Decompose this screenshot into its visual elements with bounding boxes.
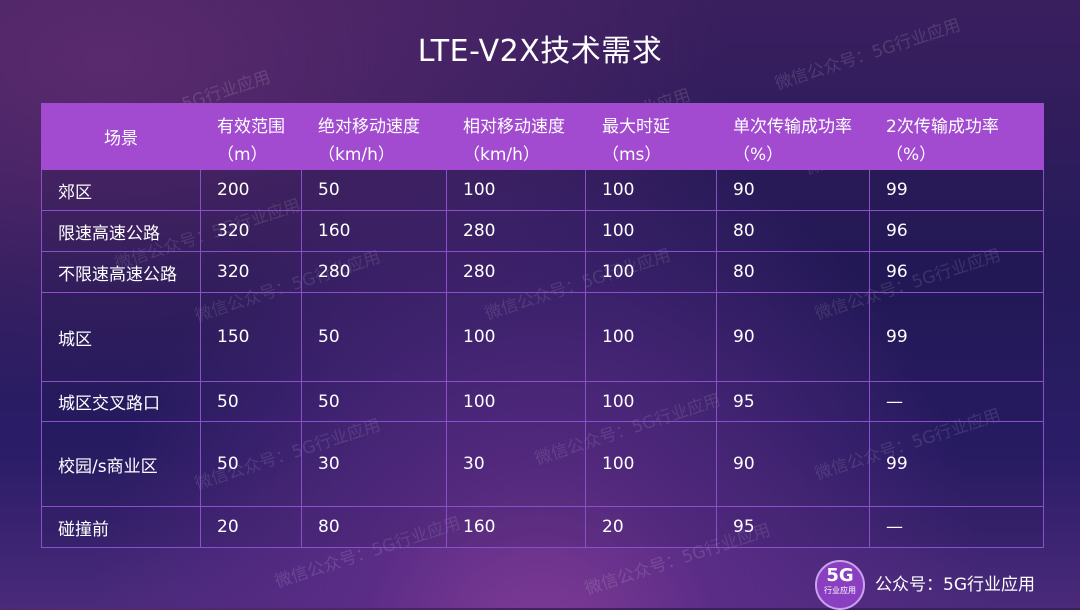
cell-scene: 城区: [41, 292, 201, 382]
cell-absolute-speed: 50: [301, 381, 447, 422]
page-title: LTE-V2X技术需求: [417, 34, 663, 69]
cell-single-success: 80: [716, 251, 870, 293]
cell-single-success: 95: [716, 506, 870, 548]
requirements-table: 场景 有效范围 （m） 绝对移动速度 （km/h） 相对移动速度 （km/h） 最大时…: [41, 103, 1044, 548]
cell-range: 320: [200, 210, 302, 252]
table-row: 城区 150 50 100 100 90 99: [41, 292, 1044, 382]
cell-scene: 城区交叉路口: [41, 381, 201, 422]
cell-scene: 限速高速公路: [41, 210, 201, 252]
header-unit: （km/h）: [463, 145, 540, 165]
cell-single-success: 90: [716, 169, 870, 211]
cell-range: 320: [200, 251, 302, 293]
cell-absolute-speed: 280: [301, 251, 447, 293]
cell-double-success: —: [869, 506, 1044, 548]
cell-double-success: 99: [869, 292, 1044, 382]
cell-single-success: 90: [716, 421, 870, 507]
account-label: 公众号：5G行业应用: [875, 575, 1035, 595]
cell-max-latency: 100: [585, 169, 717, 211]
header-unit: （%）: [733, 145, 784, 165]
header-max-latency: 最大时延 （ms）: [585, 103, 717, 170]
table-row: 不限速高速公路 320 280 280 100 80 96: [41, 251, 1044, 293]
cell-double-success: 99: [869, 421, 1044, 507]
cell-double-success: 99: [869, 169, 1044, 211]
header-double-success: 2次传输成功率 （%）: [869, 103, 1044, 170]
cell-double-success: 96: [869, 251, 1044, 293]
table-row: 限速高速公路 320 160 280 100 80 96: [41, 210, 1044, 252]
cell-double-success: 96: [869, 210, 1044, 252]
cell-absolute-speed: 50: [301, 169, 447, 211]
header-unit: （m）: [217, 145, 268, 165]
cell-single-success: 95: [716, 381, 870, 422]
cell-double-success: —: [869, 381, 1044, 422]
header-label: 2次传输成功率: [886, 117, 999, 137]
cell-relative-speed: 30: [446, 421, 586, 507]
cell-relative-speed: 100: [446, 169, 586, 211]
cell-range: 50: [200, 381, 302, 422]
cell-scene: 碰撞前: [41, 506, 201, 548]
cell-absolute-speed: 50: [301, 292, 447, 382]
cell-max-latency: 100: [585, 210, 717, 252]
header-scene: 场景: [41, 103, 201, 170]
header-single-success: 单次传输成功率 （%）: [716, 103, 870, 170]
cell-relative-speed: 100: [446, 381, 586, 422]
header-unit: （%）: [886, 145, 937, 165]
table-row: 碰撞前 20 80 160 20 95 —: [41, 506, 1044, 548]
header-absolute-speed: 绝对移动速度 （km/h）: [301, 103, 447, 170]
cell-scene: 不限速高速公路: [41, 251, 201, 293]
cell-scene: 郊区: [41, 169, 201, 211]
cell-absolute-speed: 80: [301, 506, 447, 548]
header-range: 有效范围 （m）: [200, 103, 302, 170]
header-label: 相对移动速度: [463, 117, 565, 137]
header-unit: （ms）: [602, 145, 662, 165]
cell-max-latency: 20: [585, 506, 717, 548]
table-header-row: 场景 有效范围 （m） 绝对移动速度 （km/h） 相对移动速度 （km/h） 最大时…: [41, 103, 1044, 170]
header-unit: （km/h）: [318, 145, 395, 165]
logo-text: 5G: [826, 565, 854, 586]
cell-relative-speed: 160: [446, 506, 586, 548]
header-relative-speed: 相对移动速度 （km/h）: [446, 103, 586, 170]
5g-logo: 5G 行业应用: [815, 560, 865, 610]
cell-single-success: 90: [716, 292, 870, 382]
table-row: 郊区 200 50 100 100 90 99: [41, 169, 1044, 211]
cell-range: 50: [200, 421, 302, 507]
cell-max-latency: 100: [585, 381, 717, 422]
cell-range: 20: [200, 506, 302, 548]
cell-absolute-speed: 30: [301, 421, 447, 507]
header-label: 最大时延: [602, 117, 670, 137]
cell-scene: 校园/s商业区: [41, 421, 201, 507]
header-label: 单次传输成功率: [733, 117, 852, 137]
cell-single-success: 80: [716, 210, 870, 252]
cell-max-latency: 100: [585, 251, 717, 293]
cell-relative-speed: 280: [446, 251, 586, 293]
table-row: 城区交叉路口 50 50 100 100 95 —: [41, 381, 1044, 422]
cell-relative-speed: 100: [446, 292, 586, 382]
table-row: 校园/s商业区 50 30 30 100 90 99: [41, 421, 1044, 507]
cell-relative-speed: 280: [446, 210, 586, 252]
header-label: 绝对移动速度: [318, 117, 420, 137]
header-label: 场景: [104, 129, 138, 149]
cell-range: 150: [200, 292, 302, 382]
logo-subtext: 行业应用: [824, 586, 856, 595]
cell-range: 200: [200, 169, 302, 211]
cell-max-latency: 100: [585, 421, 717, 507]
header-label: 有效范围: [217, 117, 285, 137]
cell-max-latency: 100: [585, 292, 717, 382]
cell-absolute-speed: 160: [301, 210, 447, 252]
